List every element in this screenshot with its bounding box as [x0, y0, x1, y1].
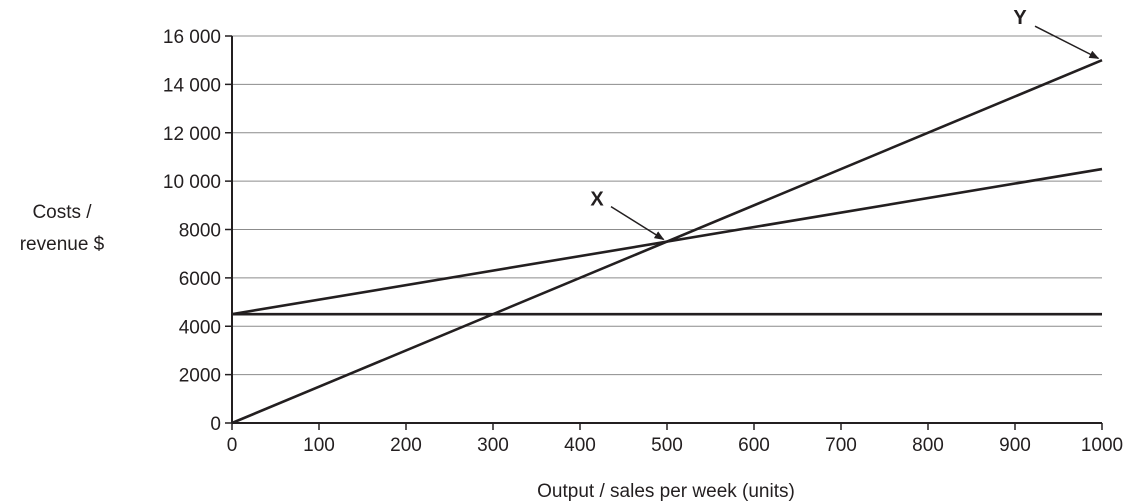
x-tick-label: 600	[738, 435, 770, 456]
x-tick-label: 700	[825, 435, 857, 456]
annotations: XY	[590, 7, 1100, 241]
annotation-label-x: X	[590, 189, 604, 211]
x-axis-title: Output / sales per week (units)	[537, 481, 795, 502]
x-tick-label: 800	[912, 435, 944, 456]
annotation-arrow	[1034, 25, 1100, 60]
y-tick-label: 6000	[179, 269, 221, 290]
x-tick-label: 400	[564, 435, 596, 456]
x-tick-label: 100	[303, 435, 335, 456]
x-tick-labels: 0 100 200 300 400 500 600 700 800 900 1000	[227, 423, 1123, 456]
y-tick-label: 0	[210, 414, 221, 435]
x-tick-label: 500	[651, 435, 683, 456]
series-line-3	[231, 58, 1103, 425]
y-tick-label: 12 000	[163, 124, 221, 145]
x-tick-label: 900	[999, 435, 1031, 456]
y-axis-title-line-2: revenue $	[20, 234, 105, 255]
series-lines	[231, 58, 1103, 425]
y-tick-label: 4000	[179, 317, 221, 338]
x-tick-label: 300	[477, 435, 509, 456]
x-tick-label: 0	[227, 435, 238, 456]
y-tick-label: 14 000	[163, 75, 221, 96]
x-tick-label: 1000	[1081, 435, 1123, 456]
y-tick-label: 8000	[179, 221, 221, 242]
annotation-label-y: Y	[1013, 7, 1027, 29]
y-axis-title-line-1: Costs /	[32, 202, 92, 223]
x-tick-label: 200	[390, 435, 422, 456]
y-tick-label: 10 000	[163, 172, 221, 193]
y-tick-label: 16 000	[163, 27, 221, 48]
grid-lines	[232, 35, 1102, 376]
y-tick-labels: 0 2000 4000 6000 8000 10 000 12 000 14 000 16 00…	[163, 27, 232, 435]
annotation-arrow	[610, 205, 665, 241]
y-tick-label: 2000	[179, 366, 221, 387]
